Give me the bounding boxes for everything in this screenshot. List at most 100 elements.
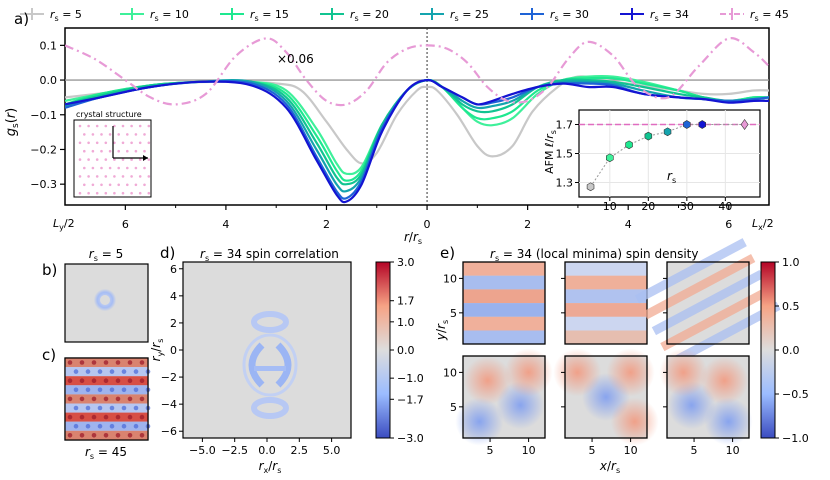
density-peak xyxy=(67,378,73,384)
lattice-site xyxy=(113,175,116,178)
density-peak xyxy=(139,414,145,420)
lattice-site xyxy=(147,141,151,145)
inset-point xyxy=(740,118,749,131)
lattice-site xyxy=(147,191,151,195)
inset-point xyxy=(663,127,672,137)
lattice-site xyxy=(130,141,133,145)
density-peak xyxy=(85,387,91,393)
lattice-site xyxy=(87,141,90,145)
density-peak xyxy=(103,433,109,438)
density-peak xyxy=(127,433,133,438)
spin-density-tile xyxy=(659,348,753,446)
ytick-label: −0.2 xyxy=(30,143,57,156)
inset-ytick-label: 1.7 xyxy=(556,119,574,132)
density-peak xyxy=(139,396,145,402)
inset-xtick-label: 40 xyxy=(718,200,732,213)
series-line-rs-34 xyxy=(65,78,769,204)
cbar-d-tick-label: 3.0 xyxy=(397,256,415,269)
lattice-site xyxy=(87,124,90,128)
density-peak xyxy=(115,414,121,420)
panel-label-e: e) xyxy=(440,244,455,262)
lattice-site xyxy=(87,158,90,161)
density-peak xyxy=(85,405,91,411)
stripe xyxy=(65,385,148,395)
inset-ytick-label: 1.3 xyxy=(556,177,574,190)
density-peak xyxy=(79,378,85,384)
lattice-site xyxy=(108,166,112,170)
lattice-site xyxy=(121,141,125,145)
crystal-structure-label: crystal structure xyxy=(76,110,142,119)
density-peak xyxy=(121,405,127,411)
density-peak xyxy=(97,387,103,393)
lattice-site xyxy=(117,149,120,153)
afm-inset: 10 20 30 40 1.3 1.5 1.7 AFM ℓ/rs rs xyxy=(543,109,761,213)
lattice-site xyxy=(113,191,116,195)
panel-c-title: rs = 45 xyxy=(85,445,127,461)
density-peak xyxy=(79,360,85,365)
density-peak xyxy=(73,387,79,393)
lattice-site xyxy=(138,141,142,145)
spin-density-tile xyxy=(455,348,553,446)
crystal-structure-inset: crystal structure xyxy=(73,110,152,198)
lattice-site xyxy=(121,158,125,161)
colorbar-d xyxy=(375,261,391,439)
lattice-site xyxy=(83,166,86,170)
lattice-site xyxy=(108,149,112,153)
legend-label-rs-20: rs = 20 xyxy=(350,8,389,23)
lattice-site xyxy=(138,191,142,195)
e-xtick-label: 5 xyxy=(589,444,596,457)
e-ytick-label: 5 xyxy=(450,307,457,320)
inset-point xyxy=(586,182,595,192)
lattice-site xyxy=(117,183,120,187)
lattice-site xyxy=(83,183,86,187)
stripe xyxy=(65,421,148,431)
lattice-site xyxy=(138,175,142,178)
density-peak xyxy=(73,369,79,374)
lattice-site xyxy=(113,124,116,128)
xtick-label: 6 xyxy=(122,218,129,231)
lattice-site xyxy=(78,175,82,178)
density-peak xyxy=(109,387,115,393)
lattice-site xyxy=(147,124,151,128)
ytick-label: −0.3 xyxy=(30,178,57,191)
lattice-site xyxy=(104,124,108,128)
x-end-right: Lx/2 xyxy=(752,217,774,232)
lattice-site xyxy=(130,124,133,128)
density-peak xyxy=(121,423,127,429)
lattice-site xyxy=(95,158,99,161)
panel-e-heatmaps xyxy=(455,238,781,446)
plot-a-lines xyxy=(65,28,769,205)
legend-label-rs-15: rs = 15 xyxy=(250,8,289,23)
lattice-site xyxy=(78,124,82,128)
lattice-site xyxy=(117,166,120,170)
xtick-label: 2 xyxy=(524,218,531,231)
e-ytick-label: 10 xyxy=(443,366,457,379)
lattice-site xyxy=(100,183,103,187)
lattice-site xyxy=(87,175,90,178)
e-xtick-label: 10 xyxy=(522,444,536,457)
density-peak xyxy=(91,433,97,438)
panel-e-axes: 5 10 5 10 5 10 10 5 10 5 xyxy=(443,272,740,457)
stripe xyxy=(65,367,148,377)
legend-label-rs-5: rs = 5 xyxy=(50,8,82,23)
d-xtick-label: −2.5 xyxy=(221,444,248,457)
plot-a-xlabel: r/rs xyxy=(404,230,422,246)
density-peak xyxy=(85,423,91,429)
lattice-site xyxy=(130,191,133,195)
lattice-site xyxy=(100,149,103,153)
density-peak xyxy=(115,378,121,384)
lattice-site xyxy=(143,149,146,153)
xtick-label: 6 xyxy=(725,218,732,231)
xtick-label: 0 xyxy=(424,218,431,231)
e-xtick-label: 5 xyxy=(691,444,698,457)
density-peak xyxy=(103,378,109,384)
inset-ylabel: AFM ℓ/rs xyxy=(543,130,558,174)
panel-c-heatmap xyxy=(64,357,151,441)
d-ytick-label: 2 xyxy=(170,317,177,330)
density-peak xyxy=(109,405,115,411)
e-xtick-label: 10 xyxy=(624,444,638,457)
lattice-site xyxy=(147,158,151,161)
cbar-d-tick-label: −1.0 xyxy=(397,372,424,385)
spin-density-tile xyxy=(564,261,648,345)
